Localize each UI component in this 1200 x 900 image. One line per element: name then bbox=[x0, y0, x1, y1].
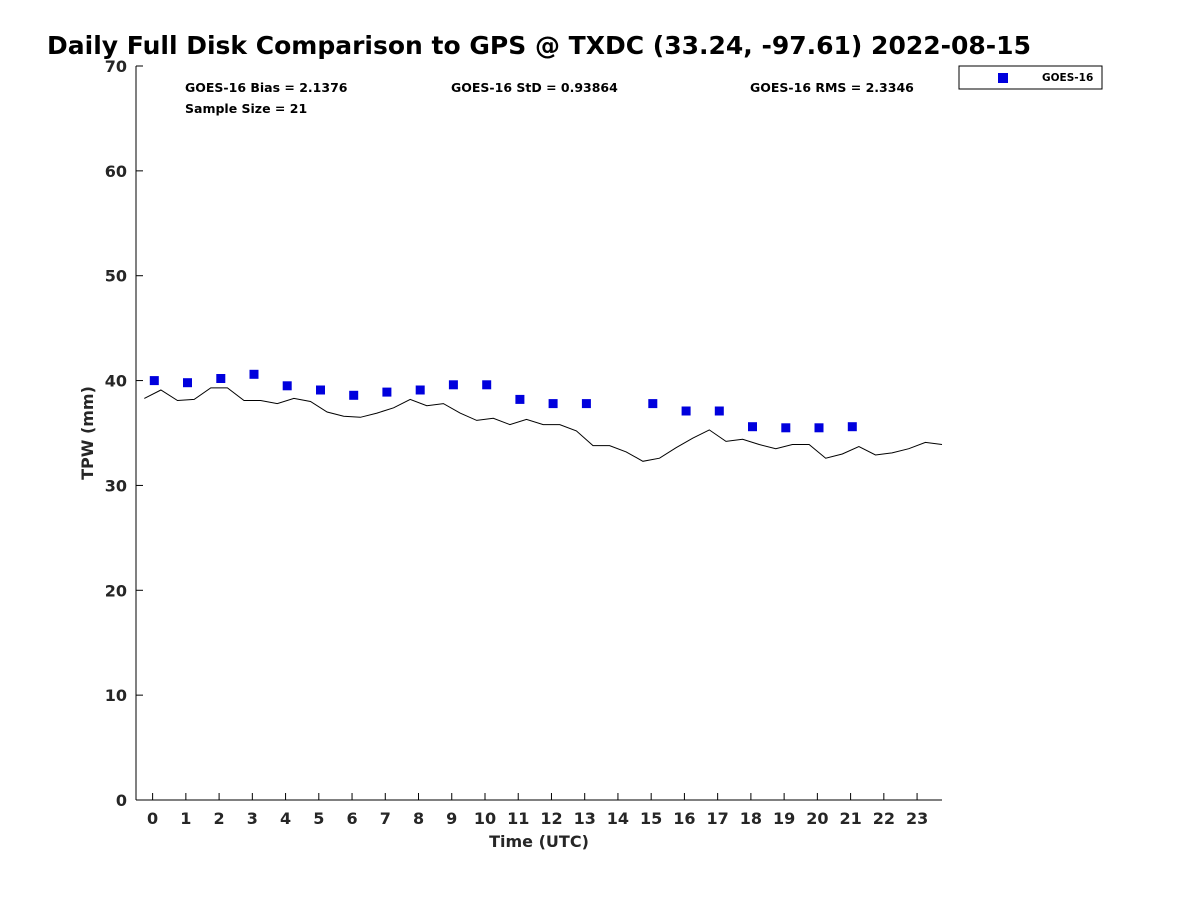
x-tick-label: 23 bbox=[906, 809, 928, 828]
gps-tpw-line bbox=[144, 387, 943, 462]
x-tick-label: 1 bbox=[180, 809, 191, 828]
y-tick-label: 70 bbox=[105, 57, 127, 76]
y-tick-label: 40 bbox=[105, 372, 127, 391]
x-tick-label: 5 bbox=[313, 809, 324, 828]
goes16-point bbox=[515, 394, 525, 404]
stat-std: GOES-16 StD = 0.93864 bbox=[451, 80, 618, 95]
goes16-point bbox=[648, 399, 658, 409]
x-tick-label: 8 bbox=[413, 809, 424, 828]
y-tick-label: 0 bbox=[116, 791, 127, 810]
x-tick-label: 12 bbox=[540, 809, 562, 828]
goes16-point bbox=[415, 385, 425, 395]
gps-line-series bbox=[144, 387, 943, 462]
goes16-point bbox=[249, 369, 259, 379]
x-tick-label: 21 bbox=[839, 809, 861, 828]
x-tick-label: 3 bbox=[247, 809, 258, 828]
x-ticks: 0 1 2 3 4 5 6 7 8 9 10 11 12 13 14 15 16 17 18 19 20 21 22 23 bbox=[147, 793, 928, 828]
x-axis-label: Time (UTC) bbox=[489, 832, 589, 851]
y-tick-label: 20 bbox=[105, 581, 127, 600]
chart-title: Daily Full Disk Comparison to GPS @ TXDC… bbox=[47, 31, 1031, 60]
goes16-point bbox=[581, 399, 591, 409]
x-tick-label: 11 bbox=[507, 809, 529, 828]
plot-area bbox=[135, 66, 942, 801]
y-tick-label: 60 bbox=[105, 162, 127, 181]
x-tick-label: 18 bbox=[740, 809, 762, 828]
x-tick-label: 22 bbox=[873, 809, 895, 828]
x-tick-label: 15 bbox=[640, 809, 662, 828]
goes16-point bbox=[482, 380, 492, 390]
y-ticks: 0 10 20 30 40 50 60 70 bbox=[105, 57, 143, 810]
goes16-point bbox=[382, 387, 392, 397]
stat-bias: GOES-16 Bias = 2.1376 bbox=[185, 80, 348, 95]
goes16-point bbox=[448, 380, 458, 390]
goes16-point bbox=[349, 390, 359, 400]
x-tick-label: 9 bbox=[446, 809, 457, 828]
goes16-point bbox=[748, 422, 757, 432]
y-axis-label: TPW (mm) bbox=[78, 386, 97, 480]
legend-marker-goes16 bbox=[998, 73, 1008, 83]
goes16-point bbox=[814, 423, 824, 433]
stat-sample-size: Sample Size = 21 bbox=[185, 101, 307, 116]
goes16-point bbox=[282, 381, 292, 391]
legend-label-goes16: GOES-16 bbox=[1042, 72, 1093, 84]
legend-box bbox=[958, 65, 1103, 90]
y-tick-label: 10 bbox=[105, 686, 127, 705]
x-tick-label: 13 bbox=[574, 809, 596, 828]
goes16-point bbox=[781, 423, 791, 433]
y-tick-label: 50 bbox=[105, 267, 127, 286]
x-tick-label: 16 bbox=[673, 809, 695, 828]
x-tick-label: 4 bbox=[280, 809, 291, 828]
x-tick-label: 20 bbox=[806, 809, 828, 828]
x-tick-label: 14 bbox=[607, 809, 629, 828]
x-tick-label: 6 bbox=[346, 809, 357, 828]
x-tick-label: 17 bbox=[707, 809, 729, 828]
y-tick-label: 30 bbox=[105, 476, 127, 495]
goes16-point bbox=[216, 374, 226, 383]
x-tick-label: 10 bbox=[474, 809, 496, 828]
goes16-point bbox=[847, 422, 857, 432]
x-tick-label: 19 bbox=[773, 809, 795, 828]
goes16-point bbox=[149, 376, 159, 386]
x-tick-label: 0 bbox=[147, 809, 158, 828]
x-tick-label: 7 bbox=[380, 809, 391, 828]
goes16-point bbox=[316, 385, 325, 395]
goes16-point bbox=[548, 399, 558, 409]
stat-rms: GOES-16 RMS = 2.3346 bbox=[750, 80, 914, 95]
goes16-point bbox=[714, 406, 724, 416]
goes16-scatter-series bbox=[149, 369, 857, 433]
goes16-point bbox=[681, 406, 691, 416]
goes16-point bbox=[183, 378, 192, 388]
x-tick-label: 2 bbox=[214, 809, 225, 828]
legend: GOES-16 bbox=[958, 65, 1103, 90]
